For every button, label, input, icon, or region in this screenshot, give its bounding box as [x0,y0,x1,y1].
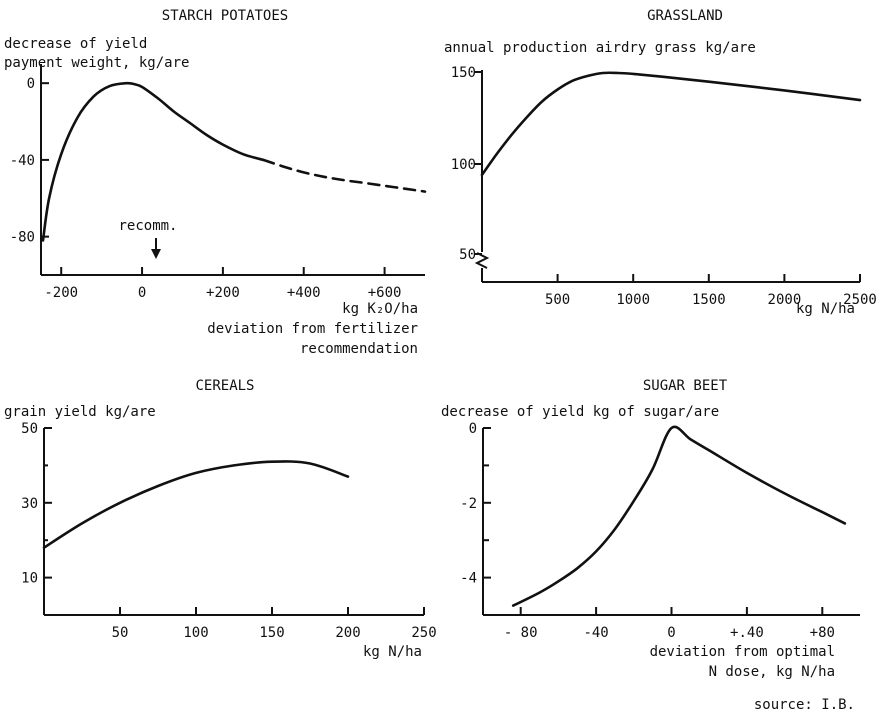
x-axis-label-line-1: kg K₂O/ha [342,301,418,317]
x-tick-label: +200 [206,285,240,301]
y-tick-label: 50 [459,247,476,263]
x-axis-label-line-2: deviation from fertilizer [207,321,418,337]
y-tick-label: 0 [469,421,477,437]
x-tick-label: 1500 [692,292,726,308]
series-line [511,425,847,607]
y-tick-label: -2 [460,496,477,512]
y-tick-label: -40 [10,153,35,169]
source-note: source: I.B. [754,697,855,713]
x-axis-label: kg N/ha [796,301,855,317]
x-tick-label: +.40 [730,625,764,641]
x-tick-label: 0 [667,625,675,641]
x-axis-label-line-2: N dose, kg N/ha [709,664,835,680]
chart-title: SUGAR BEET [643,378,728,394]
y-axis-label-line-2: payment weight, kg/are [4,55,189,71]
series-line-dashed [262,158,427,193]
annotation-label: recomm. [118,218,177,234]
series-line [41,81,265,242]
y-axis-label: decrease of yield kg of sugar/are [441,404,719,420]
x-tick-label: +400 [287,285,321,301]
chart-starch-potatoes: STARCH POTATOES decrease of yield paymen… [4,8,427,357]
x-tick-label: 250 [411,625,436,641]
x-tick-label: 50 [112,625,129,641]
chart-grassland: GRASSLAND annual production airdry grass… [444,8,877,317]
x-tick-label: - 80 [504,625,538,641]
y-axis-label: grain yield kg/are [4,404,156,420]
annotation-arrow-head [151,249,161,259]
series-line [42,460,350,549]
y-axis-label: annual production airdry grass kg/are [444,40,756,56]
x-tick-label: 2500 [843,292,877,308]
chart-title: STARCH POTATOES [162,8,288,24]
x-axis-label-line-1: deviation from optimal [650,644,835,660]
y-tick-label: 50 [21,421,38,437]
x-tick-label: 100 [183,625,208,641]
y-tick-label: -80 [10,230,35,246]
chart-cereals: CEREALS grain yield kg/are 50 100 150 200 25… [4,378,437,660]
y-tick-label: 150 [451,65,476,81]
x-tick-label: -40 [583,625,608,641]
chart-title: CEREALS [195,378,254,394]
x-tick-label: -200 [44,285,78,301]
x-tick-label: +80 [810,625,835,641]
x-axis-label: kg N/ha [363,644,422,660]
x-axis-label-line-3: recommendation [300,341,418,357]
y-tick-label: 0 [27,76,35,92]
x-tick-label: 0 [138,285,146,301]
axis-break-icon [474,252,490,269]
y-axis-label-line-1: decrease of yield [4,36,147,52]
x-tick-label: 1000 [616,292,650,308]
y-tick-label: 30 [21,496,38,512]
x-tick-label: 200 [335,625,360,641]
y-tick-label: -4 [460,571,477,587]
y-tick-label: 100 [451,157,476,173]
x-tick-label: 500 [545,292,570,308]
x-tick-label: 2000 [768,292,802,308]
chart-sugar-beet: SUGAR BEET decrease of yield kg of sugar… [441,378,860,680]
x-tick-label: 150 [259,625,284,641]
chart-title: GRASSLAND [647,8,723,24]
y-tick-label: 10 [21,571,38,587]
series-line [480,71,862,177]
x-tick-label: +600 [368,285,402,301]
